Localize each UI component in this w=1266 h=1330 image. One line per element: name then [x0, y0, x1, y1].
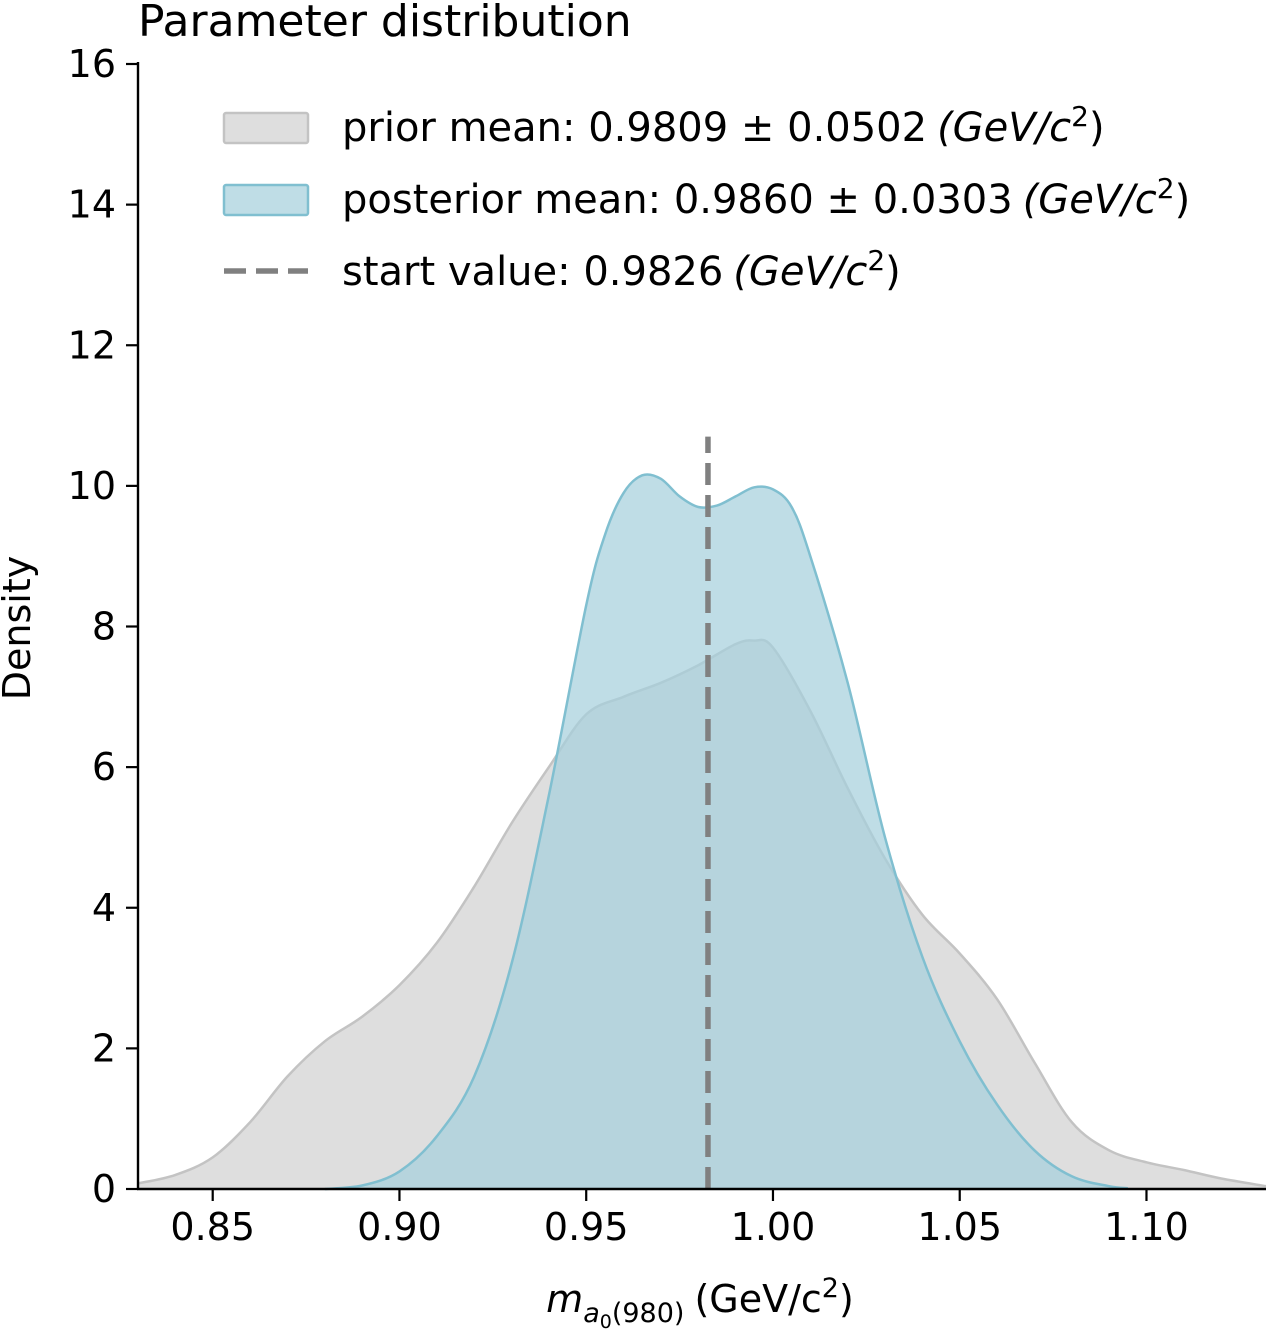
- x-axis-label-subscript: a: [583, 1298, 600, 1329]
- legend-label-unit-close: ): [885, 249, 901, 295]
- legend-label-1: prior mean: 0.9809 ± 0.0502 (GeV/c2): [342, 100, 1105, 151]
- x-axis-label-symbol: m: [546, 1277, 583, 1321]
- legend-label-unit-sup: 2: [1071, 100, 1089, 133]
- x-ticks: 0.85 0.90 0.95 1.00 1.05 1.10: [170, 1189, 1189, 1249]
- legend-label-3: start value: 0.9826 (GeV/c2): [342, 244, 901, 295]
- x-axis-label-unit: (GeV/c: [694, 1277, 821, 1321]
- y-tick-label: 0: [92, 1167, 116, 1211]
- legend-swatch-1: [222, 111, 310, 145]
- y-tick-label: 4: [92, 886, 116, 930]
- x-axis-label-unit-sup: 2: [822, 1273, 839, 1304]
- chart-title: Parameter distribution: [138, 0, 632, 47]
- y-axis-label: Density: [0, 556, 39, 700]
- y-tick-label: 12: [68, 323, 116, 367]
- x-axis-label: ma0(980) (GeV/c2): [546, 1273, 854, 1330]
- plot-series: [137, 436, 1266, 1191]
- legend-label-text: prior mean: 0.9809 ± 0.0502: [342, 105, 927, 151]
- legend-label-unit: (GeV/c: [1023, 177, 1157, 223]
- x-tick-label: 0.85: [170, 1205, 255, 1249]
- x-tick-label: 1.05: [917, 1205, 1002, 1249]
- legend-label-unit: (GeV/c: [733, 249, 867, 295]
- legend-label-unit-sup: 2: [1157, 172, 1175, 205]
- x-axis-label-subscript-tail: (980): [612, 1298, 685, 1329]
- y-tick-label: 10: [68, 464, 116, 508]
- legend-label-unit-close: ): [1175, 177, 1191, 223]
- x-tick-label: 0.90: [357, 1205, 442, 1249]
- y-tick-label: 14: [68, 183, 116, 227]
- legend-label-text: start value: 0.9826: [342, 249, 723, 295]
- legend-label-unit-close: ): [1089, 105, 1105, 151]
- y-ticks: 0 2 4 6 8 10 12 14 16: [68, 42, 138, 1211]
- x-tick-label: 0.95: [544, 1205, 629, 1249]
- legend-label-unit: (GeV/c: [937, 105, 1071, 151]
- y-tick-label: 16: [68, 42, 116, 86]
- x-axis-label-subsub: 0: [600, 1311, 612, 1330]
- legend-swatch-2: [222, 183, 310, 217]
- legend: prior mean: 0.9809 ± 0.0502 (GeV/c2)poste…: [222, 100, 1190, 295]
- series-2-edge: [324, 473, 1128, 1191]
- y-tick-label: 6: [92, 745, 116, 789]
- legend-label-unit-sup: 2: [867, 244, 885, 277]
- y-tick-label: 2: [92, 1026, 116, 1070]
- x-tick-label: 1.10: [1104, 1205, 1189, 1249]
- x-axis-label-unit-close: ): [839, 1277, 854, 1321]
- legend-label-text: posterior mean: 0.9860 ± 0.0303: [342, 177, 1013, 223]
- y-tick-label: 8: [92, 605, 116, 649]
- legend-label-2: posterior mean: 0.9860 ± 0.0303 (GeV/c2): [342, 172, 1190, 223]
- series-2-area: [324, 474, 1128, 1189]
- x-tick-label: 1.00: [731, 1205, 816, 1249]
